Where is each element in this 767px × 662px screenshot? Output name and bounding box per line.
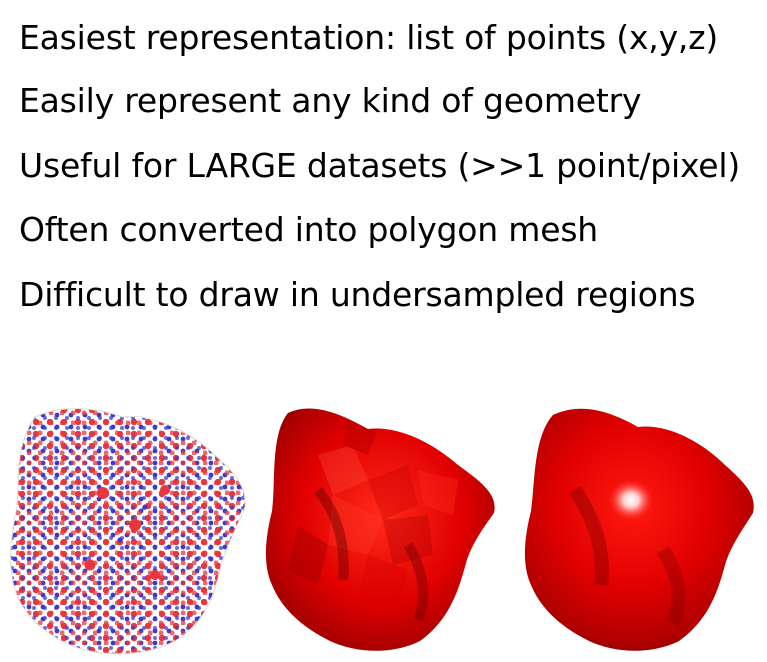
bullet-1: Easiest representation: list of points (…: [19, 18, 718, 57]
smooth-surface-shape: [524, 408, 754, 651]
rendering-comparison: [0, 395, 767, 662]
point-cloud-image: [10, 408, 246, 655]
bullet-5: Difficult to draw in undersampled region…: [19, 275, 696, 314]
bullet-3: Useful for LARGE datasets (>>1 point/pix…: [19, 146, 741, 185]
bullet-4: Often converted into polygon mesh: [19, 210, 599, 249]
specular-highlight: [609, 480, 653, 520]
polygon-mesh-image: [265, 408, 495, 651]
point-cloud-shape: [10, 408, 246, 654]
bullet-2: Easily represent any kind of geometry: [19, 81, 642, 120]
smooth-surface-image: [524, 408, 754, 651]
polygon-mesh-shape: [265, 408, 495, 651]
